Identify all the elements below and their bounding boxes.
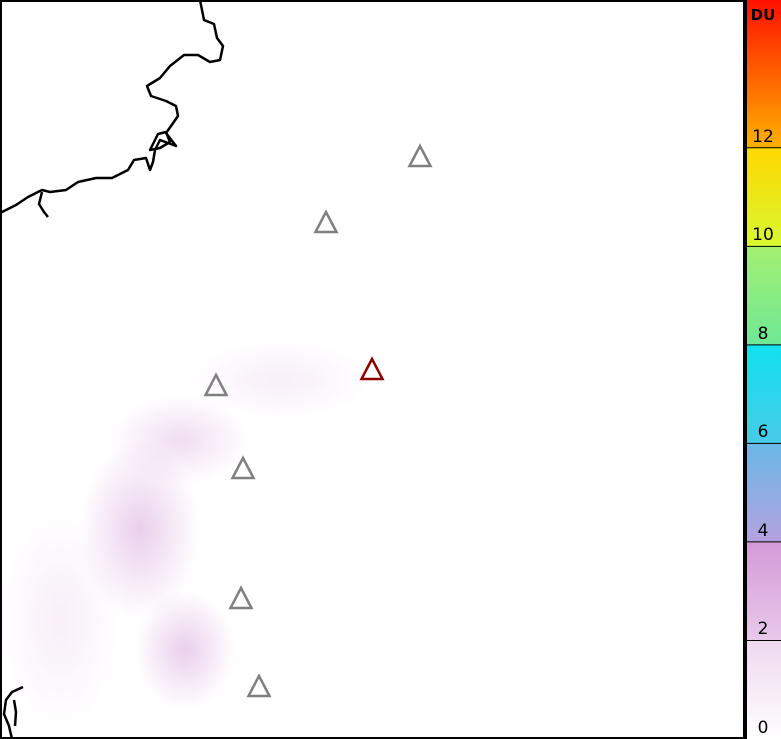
volcano-triangle-icon [230,455,256,480]
colorbar-tick-label: 10 [752,225,774,246]
colorbar-tick-label: 12 [752,126,774,147]
coastline-north [0,0,225,215]
coastline-southwest [2,685,24,739]
so2-plume [0,340,370,730]
volcano-triangle-icon [228,585,254,610]
volcano-triangle-icon [203,372,229,397]
colorbar-gradient [745,0,781,739]
colorbar-tick-label: 8 [757,323,769,344]
colorbar-unit: DU [750,6,776,24]
plume-blob [0,510,120,730]
target-volcano-icon [359,356,385,381]
map-frame [0,0,745,739]
coastline [0,0,225,739]
colorbar-tick-label: 0 [757,718,769,738]
map-panel [0,0,745,739]
colorbar-tick-label: 6 [757,422,769,443]
plume-blob [110,395,250,485]
colorbar [745,0,781,739]
plume-blob [190,340,370,420]
plume-blob [135,590,235,710]
coastline-inlet [37,191,49,218]
volcano-triangle-icon [313,209,339,234]
volcano-markers [203,143,433,698]
volcano-triangle-icon [246,673,272,698]
colorbar-tick-label: 4 [757,520,769,541]
colorbar-tick-label: 2 [757,619,769,640]
coastline-island [148,130,172,152]
volcano-triangle-icon [407,143,433,168]
